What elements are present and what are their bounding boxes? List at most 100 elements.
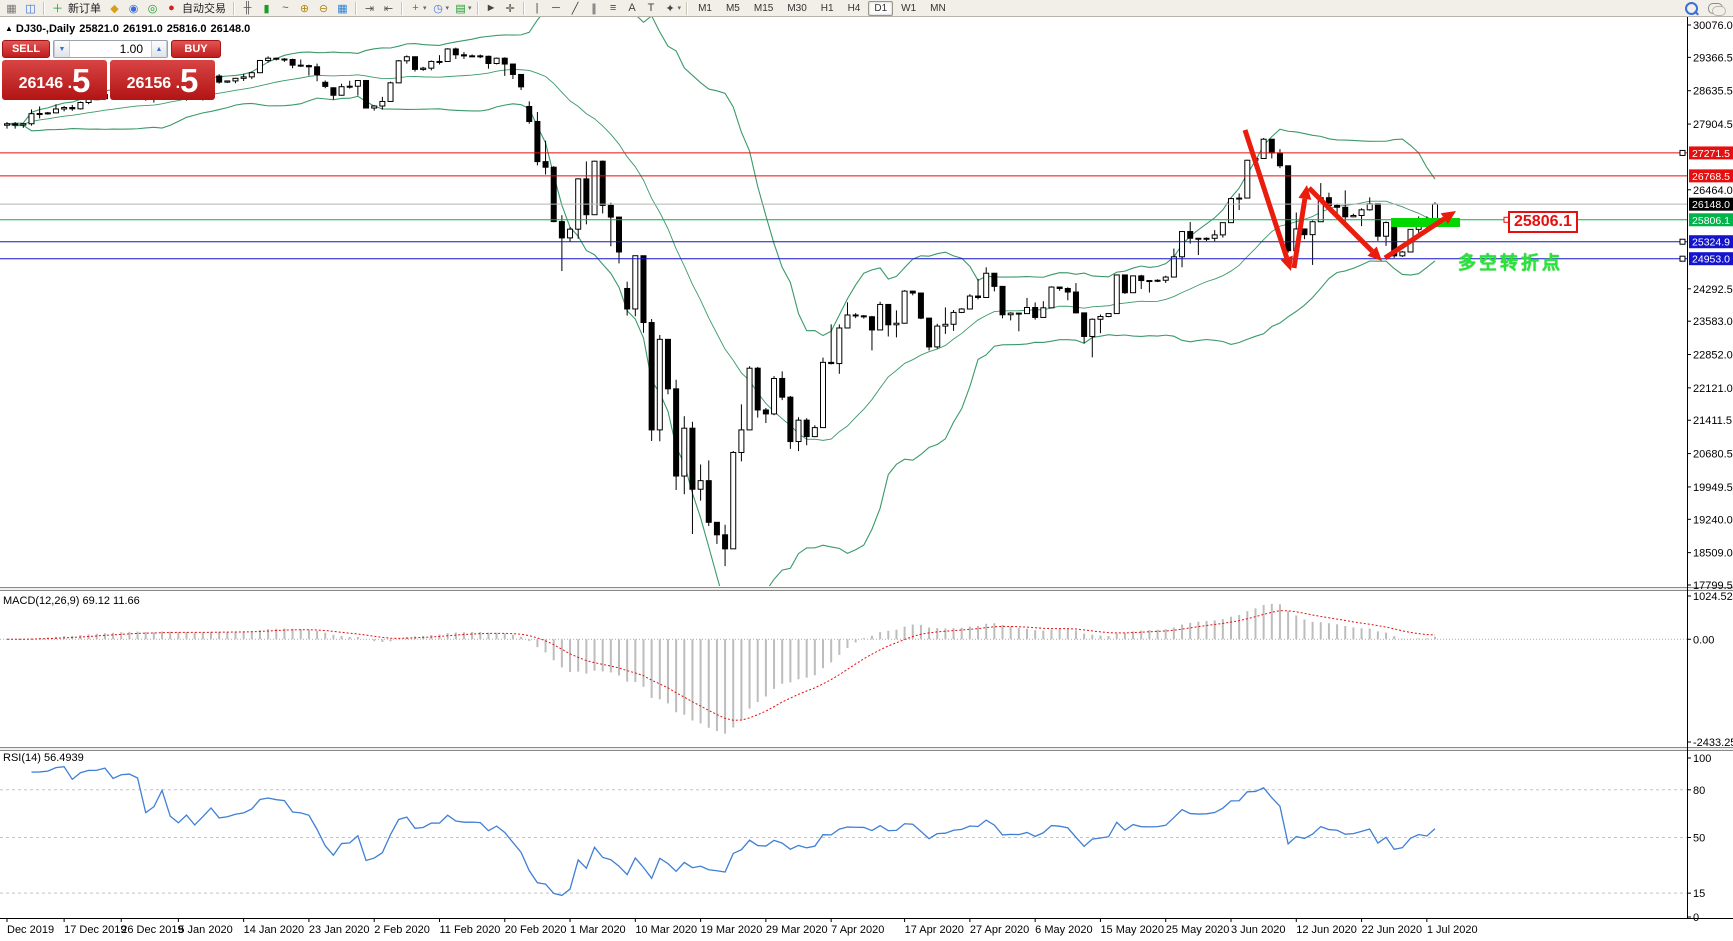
line-handle[interactable]: [1679, 238, 1686, 245]
buy-button[interactable]: BUY: [171, 40, 221, 58]
date-label: 7 Apr 2020: [831, 924, 884, 936]
new-chart-icon[interactable]: ▦: [6, 2, 17, 15]
date-label: 3 Jun 2020: [1231, 924, 1285, 936]
text-label-icon[interactable]: T: [647, 2, 655, 14]
volume-field[interactable]: 1.00: [119, 42, 143, 56]
periods-icon[interactable]: ◷: [433, 2, 443, 15]
sound-icon[interactable]: ◎: [147, 2, 158, 15]
chart-shift-icon[interactable]: ⇤: [383, 2, 394, 15]
toolbar-separator: [233, 1, 235, 15]
collapse-trade-panel-icon[interactable]: ▲: [5, 24, 13, 33]
bid-price: 26146 .: [18, 75, 73, 92]
date-label: 19 Mar 2020: [701, 924, 763, 936]
timeframe-m15[interactable]: M15: [753, 2, 774, 14]
price-axis[interactable]: 30076.0 29366.5 28635.5 27904.5 26464.0 24292…: [1687, 20, 1733, 592]
channel-icon[interactable]: ∥: [591, 2, 597, 15]
timeframe-h1[interactable]: H1: [820, 2, 834, 14]
horizontal-line-icon[interactable]: ─: [552, 2, 560, 14]
ask-price: 26156 .: [126, 75, 181, 92]
ask-price-panel[interactable]: 26156 .5: [110, 60, 215, 100]
timeframe-m1[interactable]: M1: [698, 2, 712, 14]
volume-increase-icon[interactable]: ▲: [151, 41, 167, 57]
new-order-icon-label[interactable]: 新订单: [68, 3, 101, 15]
templates-icon-dropdown[interactable]: ▾: [468, 5, 472, 12]
date-label: 20 Feb 2020: [505, 924, 567, 936]
timeframe-d1[interactable]: D1: [868, 0, 894, 16]
one-click-trade-panel: SELL ▼ 1.00 ▲ BUY 26146 .5 26156 .5: [2, 40, 221, 100]
profile-icon[interactable]: ◉: [128, 2, 139, 15]
price-callout[interactable]: 25806.1: [1508, 211, 1578, 233]
price-tick: 22121.0: [1693, 383, 1733, 395]
rsi-axis-label: 80: [1693, 785, 1705, 797]
timeframe-h4[interactable]: H4: [847, 2, 861, 14]
line-price-label: 25324.9: [1692, 237, 1730, 249]
macd-label: MACD(12,26,9) 69.12 11.66: [3, 595, 140, 607]
price-tick: 17799.5: [1693, 580, 1733, 592]
fibonacci-icon[interactable]: ≡: [609, 2, 617, 14]
green-zone-rect[interactable]: [1391, 218, 1460, 227]
zoom-in-icon[interactable]: ⊕: [299, 2, 310, 15]
line-price-label: 27271.5: [1692, 148, 1730, 160]
bollinger-bands: [6, 17, 1436, 586]
volume-decrease-icon[interactable]: ▼: [54, 41, 70, 57]
timeframe-w1[interactable]: W1: [901, 2, 917, 14]
bb-lower: [6, 95, 1436, 586]
candlestick-chart-icon[interactable]: ▮: [263, 2, 270, 15]
bid-price-panel[interactable]: 26146 .5: [2, 60, 107, 100]
indicators-icon-dropdown[interactable]: ▾: [423, 5, 427, 12]
tile-windows-icon[interactable]: ▦: [337, 2, 348, 15]
horizontal-lines[interactable]: [0, 149, 1687, 262]
autotrading-icon-label[interactable]: 自动交易: [182, 3, 226, 15]
ohlc-close: 26148.0: [210, 23, 251, 35]
crosshair-icon[interactable]: ✛: [505, 2, 515, 15]
trend-arrows[interactable]: [1242, 129, 1456, 271]
indicator-axis[interactable]: 1024.52 0.00 -2433.25 100 80 50 15 0: [1687, 591, 1733, 924]
line-chart-icon[interactable]: ~: [282, 2, 289, 14]
date-label: 10 Mar 2020: [635, 924, 697, 936]
date-label: 29 Mar 2020: [766, 924, 828, 936]
timeframe-m5[interactable]: M5: [725, 2, 740, 14]
periods-icon-dropdown[interactable]: ▾: [445, 5, 450, 12]
indicators-icon[interactable]: +: [412, 2, 419, 14]
price-tick: 30076.0: [1693, 20, 1733, 32]
macd-axis-label: 0.00: [1693, 634, 1714, 646]
price-tick: 19240.0: [1693, 514, 1733, 526]
arrows-icon[interactable]: ✦: [665, 2, 675, 15]
new-order-icon[interactable]: ＋: [52, 3, 63, 15]
date-label: 1 Mar 2020: [570, 924, 626, 936]
bar-chart-icon[interactable]: ╫: [243, 2, 252, 14]
cursor-icon[interactable]: ►: [485, 2, 497, 14]
auto-scroll-icon[interactable]: ⇥: [364, 2, 375, 15]
toolbar-separator: [43, 1, 45, 15]
date-label: 15 May 2020: [1100, 924, 1164, 936]
rsi-label: RSI(14) 56.4939: [3, 752, 84, 764]
timeframe-m30[interactable]: M30: [787, 2, 807, 14]
sell-button[interactable]: SELL: [2, 40, 50, 58]
timeframe-mn[interactable]: MN: [930, 2, 946, 14]
text-icon[interactable]: A: [628, 2, 636, 14]
trendline-icon[interactable]: ╱: [571, 2, 579, 15]
rsi-line: [31, 765, 1436, 897]
line-handle[interactable]: [1679, 255, 1686, 262]
vertical-line-icon[interactable]: |: [535, 2, 539, 14]
date-label: 17 Dec 2019: [64, 924, 126, 936]
data-window-icon[interactable]: ◫: [25, 2, 36, 15]
autotrading-icon[interactable]: ●: [168, 2, 175, 14]
chat-icon[interactable]: [1708, 2, 1726, 16]
style-bucket-icon[interactable]: ◆: [110, 2, 119, 15]
line-handle[interactable]: [1679, 149, 1686, 156]
turning-point-note[interactable]: 多空转折点: [1458, 253, 1563, 273]
date-label: 25 May 2020: [1166, 924, 1230, 936]
templates-icon[interactable]: ▤: [455, 2, 466, 15]
search-icon[interactable]: [1685, 1, 1698, 15]
zoom-out-icon[interactable]: ⊖: [318, 2, 329, 15]
price-tick: 18509.0: [1693, 548, 1733, 560]
date-label: 5 Jan 2020: [178, 924, 232, 936]
date-label: 12 Jun 2020: [1296, 924, 1357, 936]
arrows-icon-dropdown[interactable]: ▾: [677, 5, 682, 12]
price-tick: 28635.5: [1693, 86, 1733, 98]
toolbar-separator: [476, 1, 479, 15]
toolbar-separator: [401, 1, 403, 15]
